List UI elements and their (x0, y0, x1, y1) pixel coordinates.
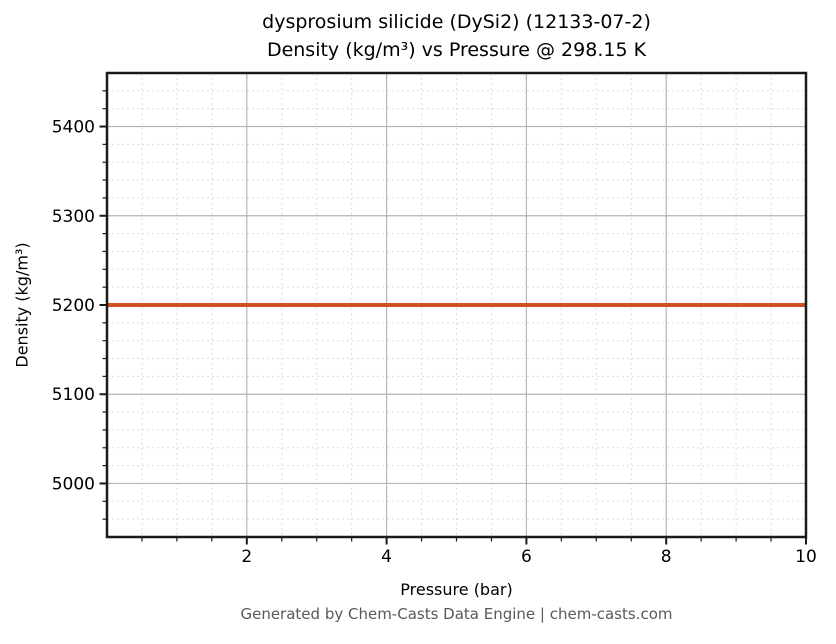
x-tick-label: 4 (381, 547, 392, 567)
x-axis-label: Pressure (bar) (400, 580, 513, 599)
x-tick-label: 10 (795, 547, 817, 567)
y-axis-label: Density (kg/m³) (12, 242, 32, 368)
y-tick-label: 5400 (52, 118, 95, 138)
chart-title: dysprosium silicide (DySi2) (12133-07-2) (262, 11, 651, 33)
x-tick-label: 2 (241, 547, 252, 567)
chart-subtitle: Density (kg/m³) vs Pressure @ 298.15 K (266, 39, 647, 61)
y-tick-label: 5300 (52, 207, 95, 227)
x-tick-label: 6 (521, 547, 532, 567)
x-tick-label: 8 (661, 547, 672, 567)
y-tick-label: 5000 (52, 474, 95, 494)
footer-credit: Generated by Chem-Casts Data Engine | ch… (240, 605, 673, 623)
y-tick-label: 5200 (52, 296, 95, 316)
plot-box-spines (105, 71, 808, 539)
chart-title-block: dysprosium silicide (DySi2) (12133-07-2)… (107, 8, 806, 64)
y-tick-label: 5100 (52, 385, 95, 405)
